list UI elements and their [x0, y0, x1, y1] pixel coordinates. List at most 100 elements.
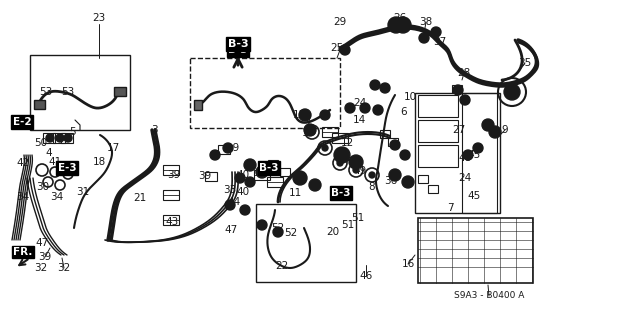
Bar	[418, 175, 428, 183]
Circle shape	[400, 150, 410, 160]
Circle shape	[353, 167, 359, 173]
Bar	[53, 133, 65, 143]
Bar	[380, 130, 390, 138]
Text: 53: 53	[40, 87, 52, 97]
Text: 39: 39	[38, 252, 52, 262]
Circle shape	[273, 227, 283, 237]
Bar	[163, 190, 179, 200]
Bar	[415, 93, 500, 213]
Text: 43: 43	[165, 217, 179, 227]
Circle shape	[64, 134, 72, 142]
Bar	[34, 100, 45, 109]
Circle shape	[56, 134, 64, 142]
Bar	[218, 145, 230, 154]
Text: 23: 23	[92, 13, 106, 23]
Circle shape	[299, 109, 311, 121]
Text: 4: 4	[45, 148, 52, 158]
Text: 24: 24	[353, 98, 367, 108]
Text: 50: 50	[35, 138, 47, 148]
Text: 16: 16	[401, 259, 415, 269]
Circle shape	[210, 150, 220, 160]
Bar	[462, 93, 497, 213]
Text: 34: 34	[17, 192, 29, 202]
Bar	[418, 95, 458, 117]
Bar	[163, 165, 179, 175]
Bar	[61, 133, 73, 143]
Text: 39: 39	[198, 171, 212, 181]
Text: 49: 49	[353, 166, 367, 176]
Text: 27: 27	[452, 125, 466, 135]
Text: B-3: B-3	[332, 188, 351, 198]
Bar	[267, 177, 283, 187]
Bar	[452, 85, 462, 93]
Text: 24: 24	[458, 173, 472, 183]
Text: 8: 8	[369, 182, 375, 192]
Text: 3: 3	[150, 125, 157, 135]
Text: 15: 15	[292, 110, 306, 120]
Circle shape	[309, 179, 321, 191]
Text: 37: 37	[433, 37, 447, 47]
Bar	[256, 204, 356, 282]
Text: 10: 10	[403, 92, 417, 102]
Text: 14: 14	[353, 115, 365, 125]
Text: 52: 52	[284, 228, 298, 238]
Text: 52: 52	[271, 223, 285, 233]
Text: 32: 32	[35, 263, 47, 273]
Circle shape	[225, 200, 235, 210]
Circle shape	[370, 80, 380, 90]
Text: 32: 32	[58, 263, 70, 273]
Text: 51: 51	[351, 213, 365, 223]
Text: 53: 53	[61, 87, 75, 97]
Circle shape	[322, 145, 328, 151]
Circle shape	[309, 129, 315, 135]
Text: 2: 2	[214, 150, 220, 160]
Text: 7: 7	[447, 203, 453, 213]
Text: 39: 39	[168, 170, 180, 180]
Text: 5: 5	[68, 127, 76, 137]
Text: 45: 45	[467, 191, 481, 201]
Circle shape	[320, 110, 330, 120]
Circle shape	[373, 105, 383, 115]
Circle shape	[388, 17, 404, 33]
Text: 12: 12	[340, 138, 354, 148]
Circle shape	[340, 45, 350, 55]
Bar	[418, 218, 533, 283]
Text: 34: 34	[51, 192, 63, 202]
Circle shape	[453, 85, 463, 95]
Bar	[322, 127, 338, 137]
Text: 45: 45	[467, 150, 481, 160]
Bar	[254, 170, 270, 180]
Bar	[418, 120, 458, 142]
Text: 6: 6	[401, 107, 407, 117]
Text: 40: 40	[236, 170, 250, 180]
Bar	[280, 168, 290, 176]
Circle shape	[402, 176, 414, 188]
Text: E-2: E-2	[13, 117, 31, 127]
Text: B-3: B-3	[259, 163, 279, 173]
Text: 35: 35	[518, 58, 532, 68]
Text: 41: 41	[49, 157, 61, 167]
Text: 38: 38	[419, 17, 433, 27]
Bar	[30, 55, 130, 130]
Bar	[43, 133, 55, 143]
Circle shape	[349, 155, 363, 169]
Text: S9A3 - B0400 A: S9A3 - B0400 A	[454, 292, 524, 300]
Text: 22: 22	[275, 261, 289, 271]
Circle shape	[46, 134, 54, 142]
Text: 42: 42	[17, 158, 29, 168]
Circle shape	[293, 171, 307, 185]
Circle shape	[380, 83, 390, 93]
Bar	[194, 100, 202, 110]
Text: 51: 51	[341, 220, 355, 230]
Text: 20: 20	[326, 227, 340, 237]
Bar	[388, 138, 398, 146]
Circle shape	[482, 119, 494, 131]
Bar	[205, 172, 217, 181]
Text: 28: 28	[458, 68, 470, 78]
Circle shape	[240, 205, 250, 215]
Circle shape	[223, 143, 233, 153]
Circle shape	[235, 173, 245, 183]
Circle shape	[473, 143, 483, 153]
Circle shape	[244, 159, 256, 171]
Text: 46: 46	[360, 271, 372, 281]
